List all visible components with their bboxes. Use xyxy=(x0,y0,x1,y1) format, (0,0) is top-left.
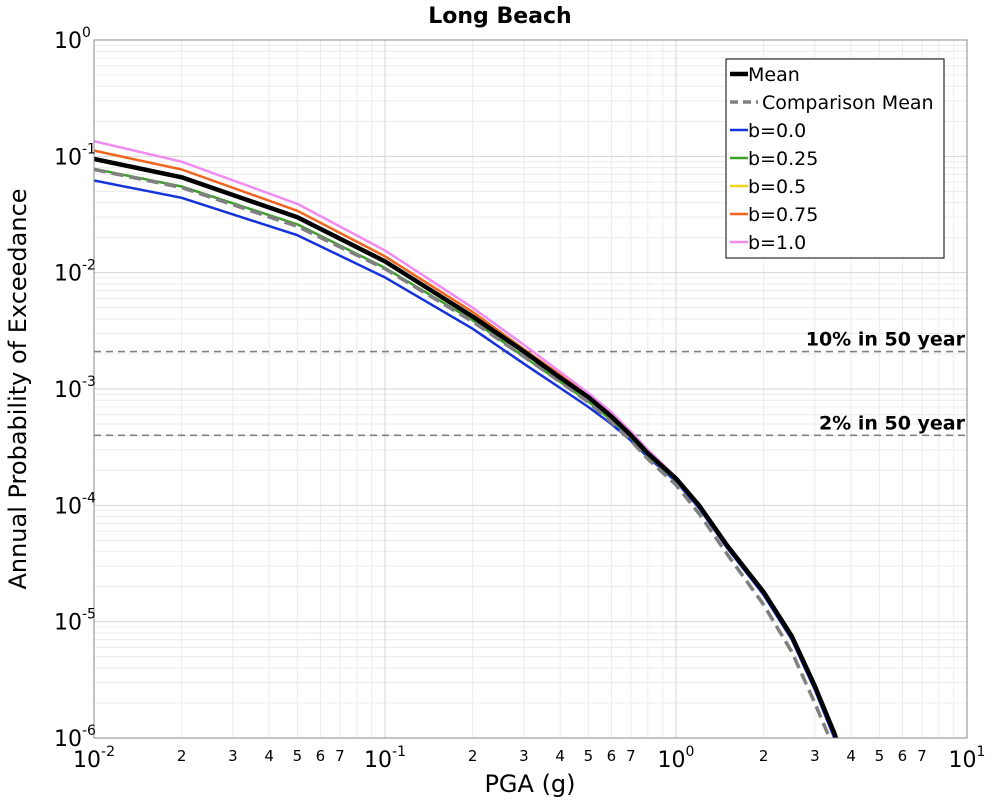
x-minor-tick-label: 7 xyxy=(335,747,345,765)
x-minor-tick-label: 3 xyxy=(810,747,820,765)
x-minor-tick-label: 5 xyxy=(293,747,303,765)
x-tick-label: 10-2 xyxy=(73,744,115,773)
series-lines xyxy=(94,139,839,738)
x-minor-tick-label: 5 xyxy=(875,747,885,765)
legend-label: b=1.0 xyxy=(748,232,806,254)
x-minor-tick-label: 7 xyxy=(917,747,927,765)
series-line-comparison-mean xyxy=(94,167,832,738)
reference-lines: 10% in 50 year 2% in 50 year xyxy=(94,329,967,437)
x-tick-label: 10-1 xyxy=(364,744,406,773)
reference-line-label: 2% in 50 year xyxy=(819,412,966,434)
y-tick-label: 10-1 xyxy=(54,141,96,170)
chart-title: Long Beach xyxy=(428,4,571,29)
x-minor-tick-label: 2 xyxy=(177,747,187,765)
y-tick-label: 100 xyxy=(54,25,91,54)
y-tick-label: 10-2 xyxy=(54,258,96,287)
series-line-mean xyxy=(94,156,839,738)
legend-box xyxy=(725,58,945,259)
x-minor-tick-label: 6 xyxy=(898,747,908,765)
legend-label: b=0.75 xyxy=(748,204,818,226)
x-minor-tick-label: 4 xyxy=(846,747,856,765)
y-tick-label: 10-4 xyxy=(54,490,96,519)
x-tick-label: 101 xyxy=(949,744,986,773)
y-tick-label: 10-3 xyxy=(54,374,96,403)
y-axis-ticks: 100 10-1 10-2 10-3 10-4 10-5 10-6 xyxy=(54,25,96,752)
x-axis-label: PGA (g) xyxy=(484,770,575,798)
y-tick-label: 10-5 xyxy=(54,607,96,636)
plot-border xyxy=(93,39,968,739)
legend-label: Comparison Mean xyxy=(762,92,934,114)
x-minor-tick-label: 3 xyxy=(519,747,529,765)
x-minor-tick-label: 2 xyxy=(468,747,478,765)
legend-label: Mean xyxy=(748,64,800,86)
legend-label: b=0.25 xyxy=(748,148,818,170)
legend-label: b=0.5 xyxy=(748,176,806,198)
x-minor-tick-label: 5 xyxy=(584,747,594,765)
y-tick-label: 10-6 xyxy=(54,723,96,752)
x-minor-tick-label: 2 xyxy=(759,747,769,765)
x-minor-tick-label: 4 xyxy=(264,747,274,765)
legend: Mean Comparison Mean b=0.0 b=0.25 b=0.5 b=0.7… xyxy=(725,58,945,259)
legend-label: b=0.0 xyxy=(748,120,806,142)
reference-line-label: 10% in 50 year xyxy=(806,329,966,351)
x-tick-label: 100 xyxy=(658,744,695,773)
x-minor-tick-label: 3 xyxy=(228,747,238,765)
x-minor-tick-label: 4 xyxy=(555,747,565,765)
x-minor-tick-label: 6 xyxy=(316,747,326,765)
x-minor-tick-label: 7 xyxy=(626,747,636,765)
x-minor-tick-label: 6 xyxy=(607,747,617,765)
y-axis-label: Annual Probability of Exceedance xyxy=(4,188,32,589)
